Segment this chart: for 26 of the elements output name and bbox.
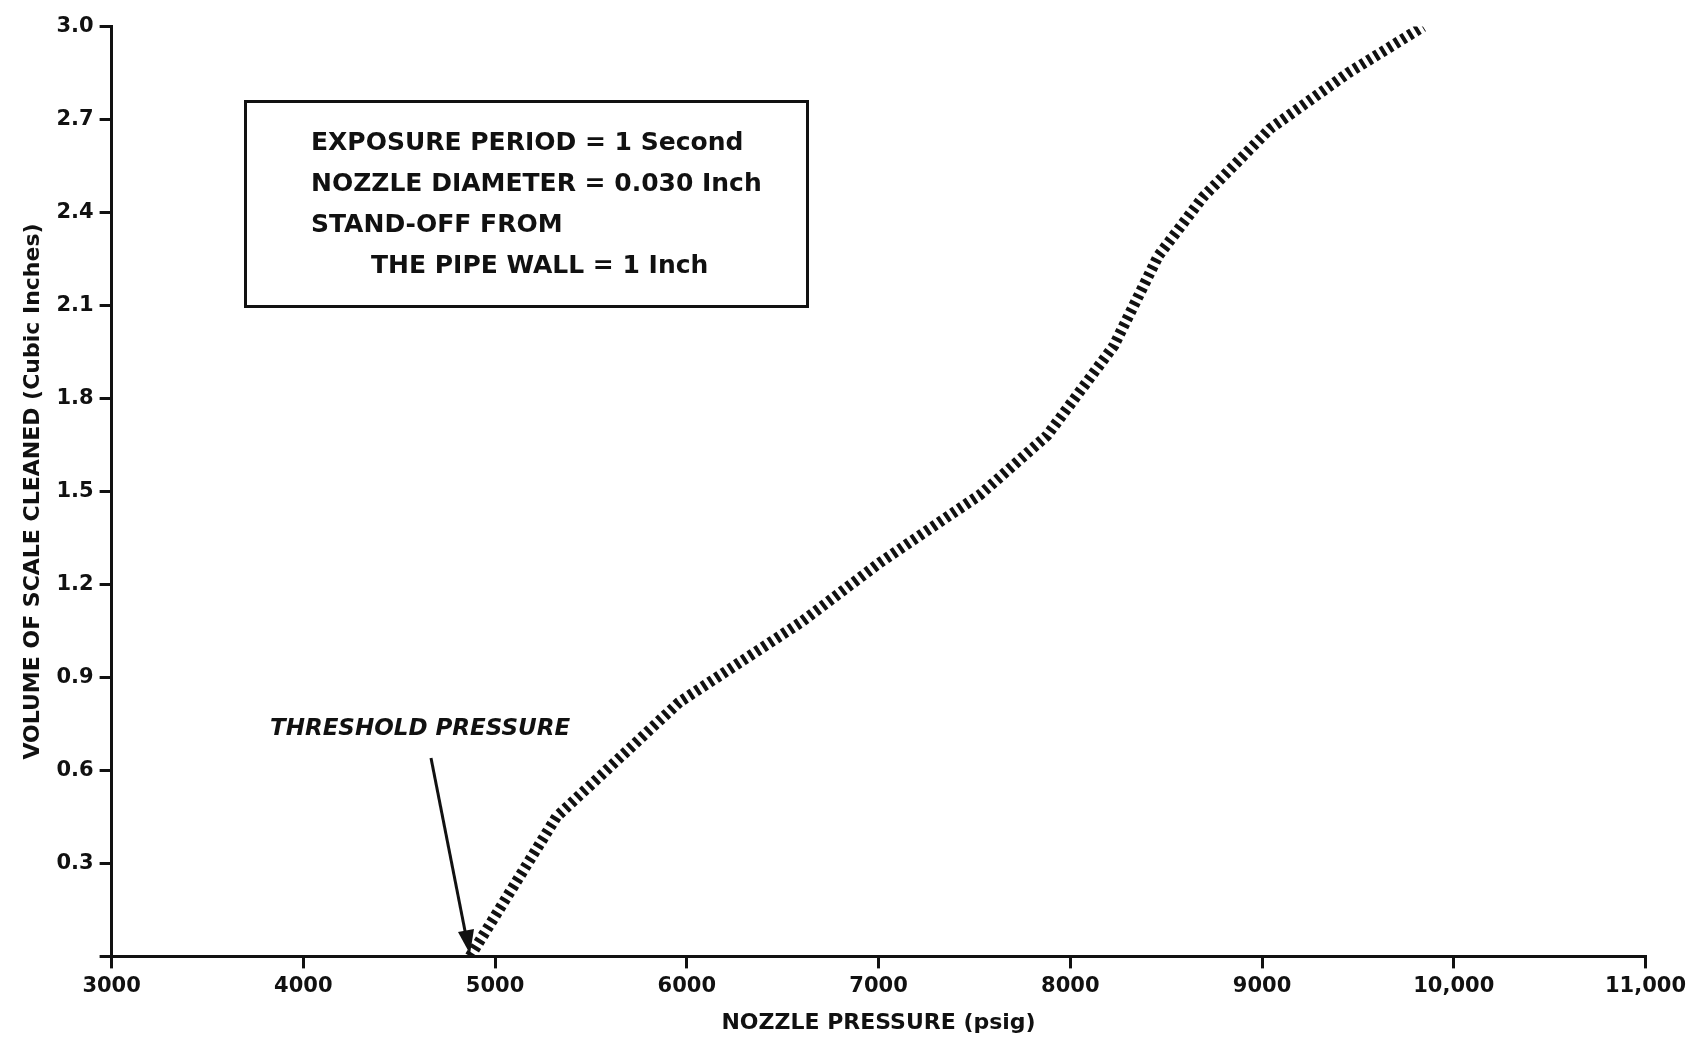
y-tick-label: 0.3	[56, 849, 94, 874]
y-tick-label: 2.1	[56, 291, 94, 316]
y-tick-label: 1.8	[56, 384, 94, 409]
y-tick-label: 1.2	[56, 570, 94, 595]
y-tick-label: 2.4	[56, 199, 94, 224]
y-tick-label: 0.9	[56, 663, 94, 688]
annotation: STAND-OFF FROM	[311, 208, 564, 240]
x-tick-label: 3000	[82, 973, 141, 998]
x-tick-label: 9000	[1232, 973, 1292, 998]
y-axis-title: VOLUME OF SCALE CLEANED (Cubic Inches)	[18, 223, 44, 760]
y-tick-label: 3.0	[56, 13, 94, 38]
annotation: EXPOSURE PERIOD = 1 Second	[311, 126, 745, 158]
annotation: NOZZLE DIAMETER = 0.030 Inch	[311, 167, 762, 199]
x-axis-title: NOZZLE PRESSURE (psig)	[721, 1008, 1036, 1034]
x-tick-label: 6000	[657, 973, 717, 998]
y-tick-label: 1.5	[56, 477, 94, 502]
x-tick-label: 5000	[465, 973, 525, 998]
y-tick-label: 2.7	[56, 106, 94, 131]
y-tick-label: 0.6	[56, 756, 94, 781]
x-tick-label: 10,000	[1413, 973, 1495, 998]
annotation: THRESHOLD PRESSURE	[270, 714, 571, 740]
x-tick-label: 8000	[1041, 973, 1100, 998]
x-tick-label: 11,000	[1604, 973, 1687, 998]
x-tick-label: 7000	[849, 973, 908, 998]
annotation: THE PIPE WALL = 1 Inch	[370, 249, 710, 281]
x-tick-label: 4000	[274, 973, 333, 998]
